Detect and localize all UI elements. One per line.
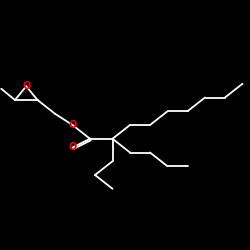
Text: O: O: [68, 120, 76, 130]
Text: O: O: [22, 81, 30, 91]
Text: O: O: [68, 142, 76, 152]
